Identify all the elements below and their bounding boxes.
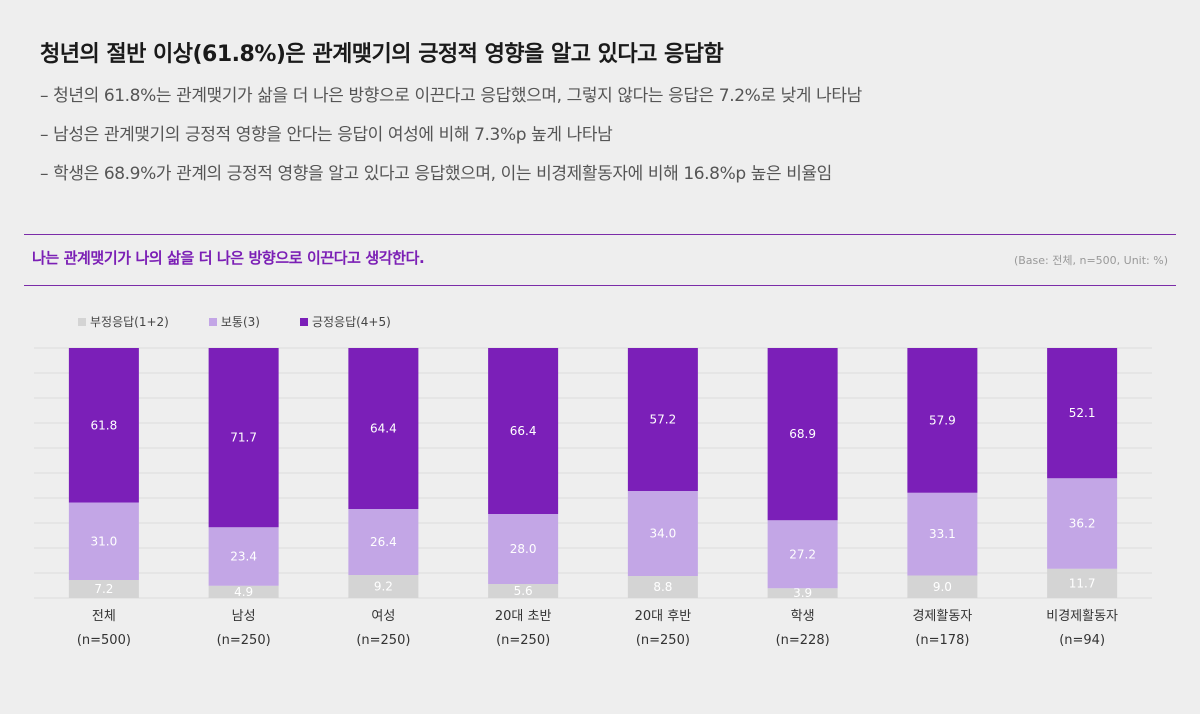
bar-segment-neutral bbox=[627, 491, 698, 576]
bar-segment-negative bbox=[907, 575, 978, 598]
bar-segment-negative bbox=[488, 584, 559, 598]
legend-label-neutral: 보통(3) bbox=[220, 315, 260, 329]
data-label: 7.2 bbox=[94, 582, 113, 596]
data-label: 11.7 bbox=[1069, 576, 1096, 590]
category-label: 남성 bbox=[232, 609, 256, 624]
bar-segment-neutral bbox=[907, 492, 978, 576]
legend-item-positive: 긍정응답(4+5) bbox=[299, 313, 391, 330]
bar-segment-positive bbox=[488, 348, 559, 514]
legend-label-positive: 긍정응답(4+5) bbox=[311, 315, 391, 329]
bar-segment-positive bbox=[208, 348, 279, 528]
bar-segment-negative bbox=[348, 575, 419, 598]
bar-segment-neutral bbox=[348, 509, 419, 575]
bar-segment-negative bbox=[208, 585, 279, 598]
bar-segment-negative bbox=[767, 588, 838, 598]
bar-segment-neutral bbox=[1047, 478, 1118, 569]
bullet-item: – 청년의 61.8%는 관계맺기가 삶을 더 나은 방향으로 이끈다고 응답했… bbox=[40, 86, 862, 106]
bar-segment-negative bbox=[68, 580, 139, 598]
bar-segment-neutral bbox=[488, 514, 559, 584]
legend-swatch-neutral bbox=[208, 317, 217, 326]
chart-header: 나는 관계맺기가 나의 삶을 더 나은 방향으로 이끈다고 생각한다. (Bas… bbox=[24, 234, 1176, 286]
data-label: 36.2 bbox=[1069, 517, 1096, 531]
category-label: 학생 bbox=[791, 609, 815, 624]
data-label: 71.7 bbox=[230, 431, 257, 445]
bar-segment-neutral bbox=[767, 520, 838, 589]
sample-size-label: (n=500) bbox=[77, 633, 131, 648]
data-label: 57.2 bbox=[650, 413, 677, 427]
bar-segment-positive bbox=[627, 348, 698, 491]
category-label: 전체 bbox=[92, 609, 116, 624]
data-label: 26.4 bbox=[370, 535, 397, 549]
chart-base-note: (Base: 전체, n=500, Unit: %) bbox=[1013, 254, 1168, 267]
category-label: 비경제활동자 bbox=[1046, 609, 1118, 624]
bar-segment-positive bbox=[348, 348, 419, 509]
category-label: 20대 초반 bbox=[495, 609, 552, 624]
legend-item-negative: 부정응답(1+2) bbox=[78, 313, 169, 330]
chart-legend: 부정응답(1+2) 보통(3) 긍정응답(4+5) bbox=[78, 313, 391, 330]
bar-segment-positive bbox=[68, 348, 139, 503]
category-label: 여성 bbox=[371, 609, 395, 624]
headline: 청년의 절반 이상(61.8%)은 관계맺기의 긍정적 영향을 알고 있다고 응… bbox=[40, 42, 724, 67]
legend-swatch-negative bbox=[78, 317, 86, 326]
sample-size-label: (n=94) bbox=[1059, 633, 1105, 648]
data-label: 52.1 bbox=[1069, 406, 1096, 420]
bullet-item: – 학생은 68.9%가 관계의 긍정적 영향을 알고 있다고 응답했으며, 이… bbox=[40, 164, 832, 184]
bar-segment-positive bbox=[907, 348, 978, 493]
data-label: 4.9 bbox=[234, 585, 253, 599]
sample-size-label: (n=250) bbox=[496, 633, 550, 648]
bar-segment-positive bbox=[767, 348, 838, 521]
bullet-item: – 남성은 관계맺기의 긍정적 영향을 안다는 응답이 여성에 비해 7.3%p… bbox=[40, 125, 613, 145]
data-label: 9.2 bbox=[374, 580, 393, 594]
legend-label-negative: 부정응답(1+2) bbox=[90, 315, 169, 329]
sample-size-label: (n=178) bbox=[915, 633, 969, 648]
data-label: 61.8 bbox=[91, 418, 118, 432]
data-label: 57.9 bbox=[929, 413, 956, 427]
chart-title: 나는 관계맺기가 나의 삶을 더 나은 방향으로 이끈다고 생각한다. bbox=[32, 249, 425, 267]
category-label: 경제활동자 bbox=[912, 609, 972, 624]
data-label: 28.0 bbox=[510, 542, 537, 556]
data-label: 27.2 bbox=[789, 547, 816, 561]
data-label: 9.0 bbox=[933, 580, 952, 594]
sample-size-label: (n=250) bbox=[636, 633, 690, 648]
legend-swatch-positive bbox=[299, 317, 308, 326]
data-label: 23.4 bbox=[230, 550, 257, 564]
bullet-list: – 청년의 61.8%는 관계맺기가 삶을 더 나은 방향으로 이끈다고 응답했… bbox=[40, 84, 862, 201]
data-label: 5.6 bbox=[514, 584, 533, 598]
bar-segment-neutral bbox=[208, 527, 279, 586]
category-label: 20대 후반 bbox=[635, 609, 692, 624]
bar-segment-negative bbox=[627, 576, 698, 598]
sample-size-label: (n=228) bbox=[776, 633, 830, 648]
data-label: 66.4 bbox=[510, 424, 537, 438]
bar-segment-negative bbox=[1047, 568, 1118, 598]
data-label: 33.1 bbox=[929, 527, 956, 541]
legend-item-neutral: 보통(3) bbox=[208, 313, 260, 330]
data-label: 3.9 bbox=[793, 586, 812, 600]
sample-size-label: (n=250) bbox=[356, 633, 410, 648]
sample-size-label: (n=250) bbox=[217, 633, 271, 648]
data-label: 68.9 bbox=[789, 427, 816, 441]
bar-segment-positive bbox=[1047, 348, 1118, 479]
data-label: 64.4 bbox=[370, 422, 397, 436]
bar-segment-neutral bbox=[68, 502, 139, 580]
data-label: 34.0 bbox=[650, 527, 677, 541]
data-label: 31.0 bbox=[91, 534, 118, 548]
data-label: 8.8 bbox=[653, 580, 672, 594]
